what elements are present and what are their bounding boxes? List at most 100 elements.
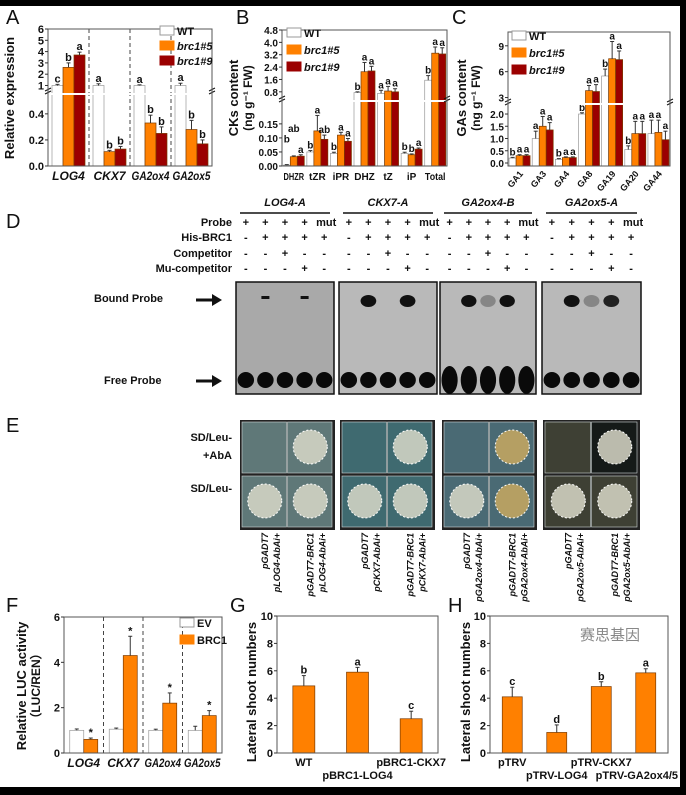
significance-letter: a	[369, 56, 375, 67]
bar	[515, 155, 524, 167]
legend-swatch	[511, 47, 527, 58]
significance-letter: a	[315, 105, 321, 116]
x-tick-label: CKX7	[93, 169, 126, 183]
bar	[196, 143, 209, 167]
lane-sign: -	[425, 248, 429, 260]
significance-letter: a	[298, 145, 304, 156]
y-tick-label: 6	[498, 68, 504, 79]
y-tick-label: 8	[480, 638, 486, 650]
lane-sign: -	[486, 263, 490, 275]
gel-band	[257, 372, 274, 388]
y-tick-label: 2	[267, 721, 273, 733]
bar	[62, 67, 75, 167]
bound-probe-label: Bound Probe	[94, 293, 163, 305]
legend-swatch	[286, 44, 302, 55]
lane-sign: +	[549, 217, 555, 229]
lane-sign: -	[406, 248, 410, 260]
construct-label: pGADT7-BRC1	[610, 533, 620, 598]
legend-swatch	[159, 25, 175, 36]
y-tick-label: 2.0	[490, 110, 504, 121]
lane-sign: +	[262, 232, 268, 244]
lane-sign: +	[446, 217, 452, 229]
construct-label: pGADT7	[260, 532, 270, 570]
y-axis-label-unit: （LUC/REN）	[28, 647, 43, 724]
significance-letter: a	[616, 41, 622, 52]
bar	[185, 129, 198, 167]
construct-label: pLOG4-AbAi+	[317, 532, 327, 593]
bar	[578, 113, 586, 167]
significance-letter: c	[509, 676, 515, 688]
significance-letter: a	[177, 72, 184, 84]
construct-label: pGA2ox5-AbAi+	[575, 532, 585, 603]
significance-letter: b	[188, 109, 195, 121]
lane-sign: -	[467, 263, 471, 275]
x-tick-label: GA2ox5	[184, 756, 221, 770]
significance-letter: a	[643, 658, 650, 670]
y-axis-label-unit: (ng g⁻¹ FW)	[241, 65, 255, 131]
lane-sign: -	[322, 248, 326, 260]
lane-sign: -	[609, 248, 613, 260]
row-label: Competitor	[173, 248, 232, 260]
gel-band	[543, 372, 561, 388]
significance-letter: a	[338, 122, 344, 133]
significance-letter: b	[106, 139, 113, 151]
significance-letter: a	[609, 31, 615, 42]
yeast-colony	[392, 429, 428, 465]
significance-letter: a	[649, 110, 655, 121]
lane-sign: +	[301, 232, 307, 244]
bar	[353, 92, 362, 167]
bar	[162, 702, 178, 754]
lane-sign: -	[386, 263, 390, 275]
x-tick-label: GA2ox5	[173, 169, 211, 183]
bar	[531, 138, 540, 167]
bar	[438, 53, 447, 167]
lane-sign: +	[588, 248, 594, 260]
yeast-colony	[550, 483, 586, 519]
axis-break	[49, 93, 211, 95]
y-tick-label: 0.0	[29, 161, 44, 173]
y-tick-label: 0.05	[259, 148, 279, 159]
lane-sign: -	[525, 248, 529, 260]
y-tick-label: 4	[267, 693, 274, 705]
legend-label: EV	[197, 618, 212, 630]
panel-letter-e: E	[6, 415, 19, 437]
lane-sign: +	[282, 217, 288, 229]
lane-sign: -	[550, 263, 554, 275]
lane-sign: -	[264, 263, 268, 275]
row-label: Probe	[201, 217, 232, 229]
bar	[545, 129, 554, 167]
bar	[407, 154, 416, 167]
construct-label: pGADT7-BRC1	[305, 533, 315, 598]
lane-sign: -	[525, 263, 529, 275]
y-tick-label: 4	[54, 657, 61, 669]
y-tick-label: 4.8	[264, 26, 278, 37]
x-tick-label: iP	[407, 172, 417, 183]
bar	[73, 54, 86, 167]
x-tick-label: DHZ	[354, 172, 375, 183]
significance-letter: b	[307, 141, 313, 152]
construct-label: pCKX7-AbAi+	[417, 532, 427, 592]
bar	[569, 157, 577, 167]
panel-letter-a: A	[6, 7, 20, 29]
y-tick-label: 6	[38, 24, 44, 36]
bar	[133, 85, 146, 167]
lane-sign: -	[244, 263, 248, 275]
y-tick-label: 3	[498, 94, 504, 105]
gel-band	[418, 372, 436, 388]
lane-sign: +	[628, 232, 634, 244]
significance-letter: b	[331, 142, 337, 153]
construct-label: pGADT7	[563, 532, 573, 570]
lane-sign: +	[282, 248, 288, 260]
bar	[148, 729, 164, 754]
row-label: His-BRC1	[181, 232, 232, 244]
gel-band	[622, 372, 640, 388]
lane-sign: -	[448, 248, 452, 260]
significance-letter: b	[147, 104, 154, 116]
plot-frame	[507, 31, 671, 167]
significance-letter: a	[540, 106, 546, 117]
y-tick-label: 0.5	[490, 147, 504, 158]
lane-sign: -	[303, 248, 307, 260]
